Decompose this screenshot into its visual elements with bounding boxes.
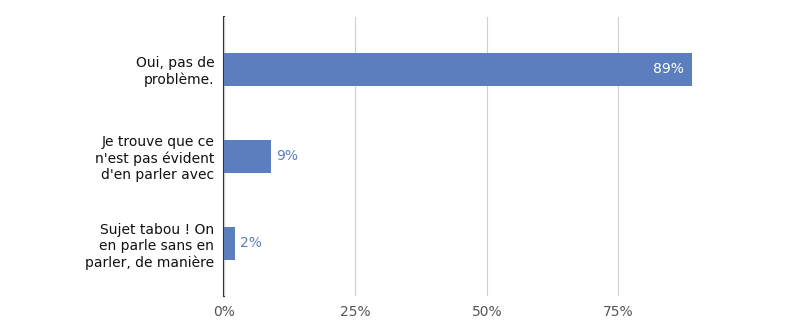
Text: 89%: 89%: [653, 62, 684, 76]
Text: 2%: 2%: [240, 237, 262, 250]
Bar: [224, 227, 234, 260]
Text: 9%: 9%: [277, 149, 298, 163]
Bar: [224, 52, 692, 86]
Bar: [224, 140, 271, 173]
